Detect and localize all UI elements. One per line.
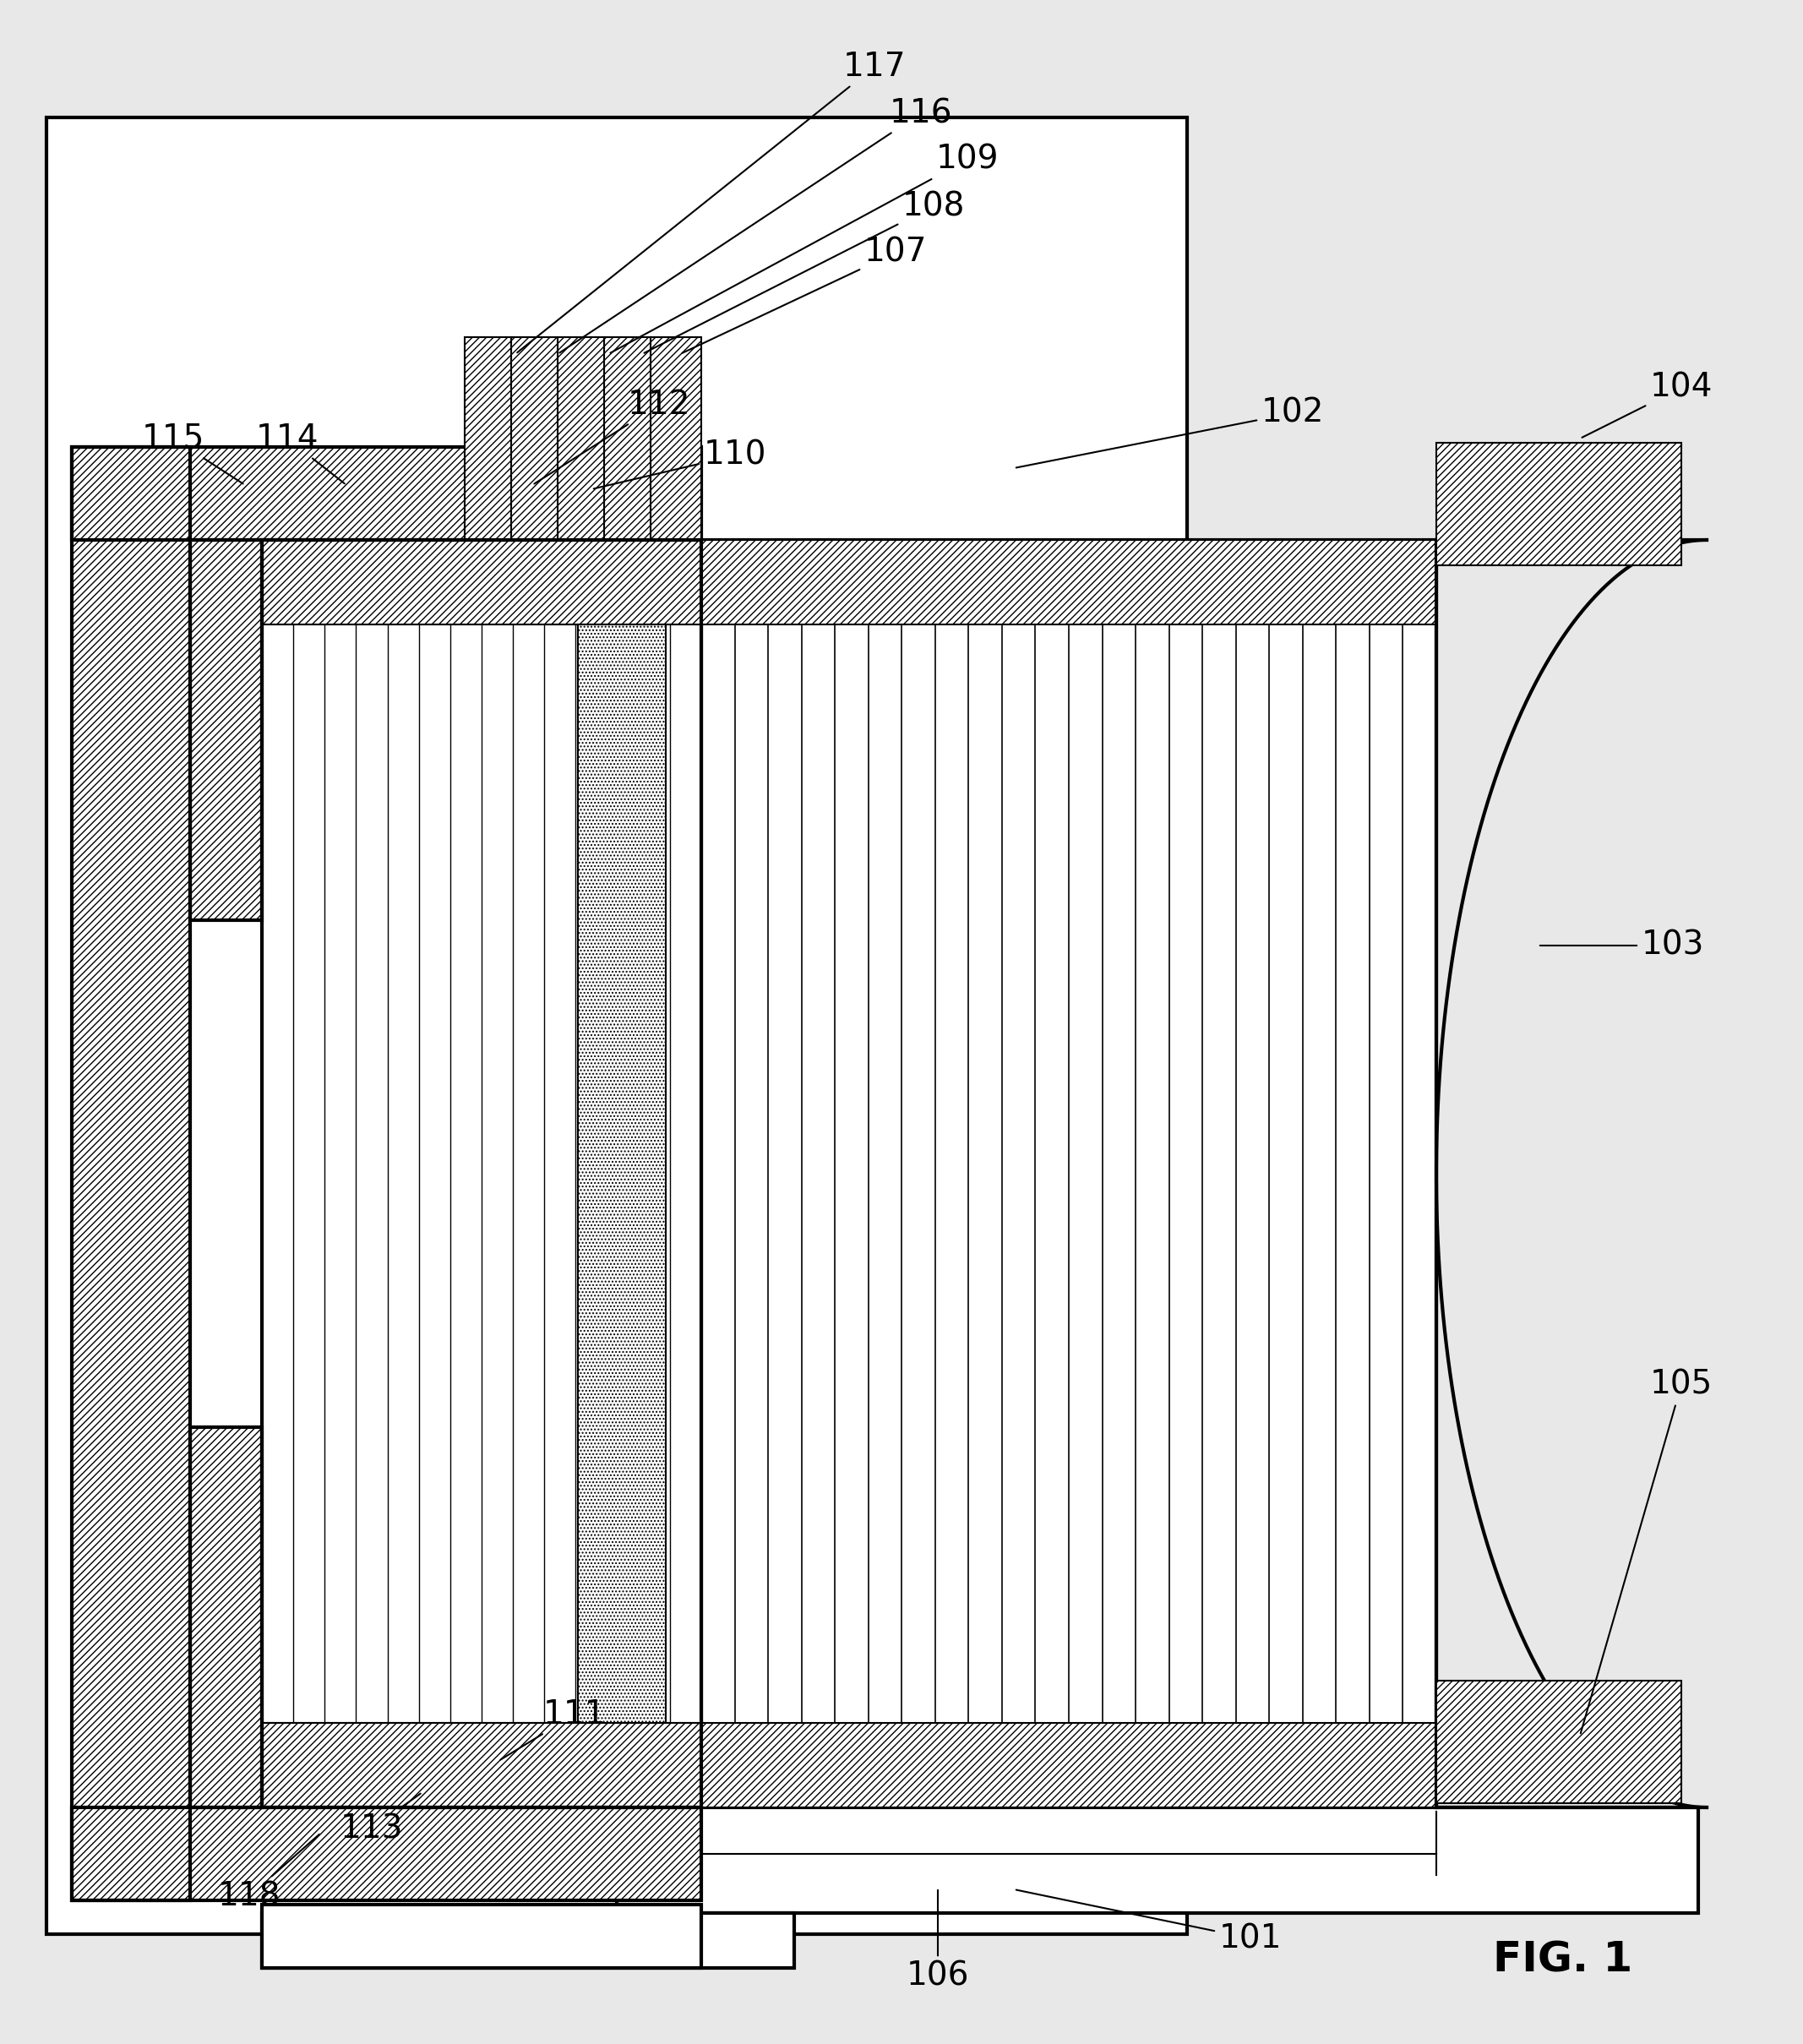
Bar (72, 448, 189, 1901)
Text: 118: 118 (218, 1833, 319, 1913)
Bar (261, 623, 701, 1723)
Text: 111: 111 (501, 1699, 606, 1760)
Text: 104: 104 (1581, 372, 1713, 437)
Text: 109: 109 (611, 143, 999, 354)
Bar (701, 1723, 1437, 1807)
Text: 116: 116 (559, 98, 952, 354)
Bar (189, 1427, 261, 1807)
Text: 107: 107 (682, 237, 927, 354)
Bar (701, 540, 1437, 623)
Bar (189, 1427, 261, 1807)
Text: 102: 102 (1017, 397, 1323, 468)
Bar (1437, 444, 1682, 566)
Text: 115: 115 (142, 423, 243, 484)
Text: 103: 103 (1540, 930, 1704, 961)
Bar (261, 1905, 701, 1968)
Bar (72, 448, 189, 1901)
Bar (72, 448, 701, 540)
Bar (512, 337, 557, 540)
Bar (604, 337, 651, 540)
Bar (651, 337, 701, 540)
Bar (261, 540, 701, 623)
Bar (1437, 1680, 1682, 1803)
Bar (72, 1807, 701, 1901)
Bar (701, 540, 1437, 1807)
Text: 114: 114 (256, 423, 344, 484)
Bar (579, 623, 665, 1723)
Bar (617, 1807, 1698, 1913)
Text: 101: 101 (1017, 1891, 1282, 1954)
Text: FIG. 1: FIG. 1 (1493, 1940, 1634, 1981)
Bar (557, 337, 604, 540)
Bar (261, 540, 701, 1807)
Text: 110: 110 (593, 439, 766, 489)
Text: 117: 117 (517, 51, 905, 352)
Bar (47, 117, 1186, 1934)
Text: 112: 112 (534, 388, 691, 484)
Bar (261, 1723, 701, 1807)
Bar (261, 1913, 793, 1968)
Text: 106: 106 (907, 1891, 970, 1993)
Bar (189, 540, 261, 920)
Text: 108: 108 (644, 190, 965, 354)
Bar (72, 1807, 701, 1901)
Bar (72, 448, 701, 540)
Bar (465, 337, 512, 540)
Bar (189, 540, 261, 920)
Text: 113: 113 (341, 1793, 420, 1844)
Text: 105: 105 (1581, 1369, 1713, 1733)
